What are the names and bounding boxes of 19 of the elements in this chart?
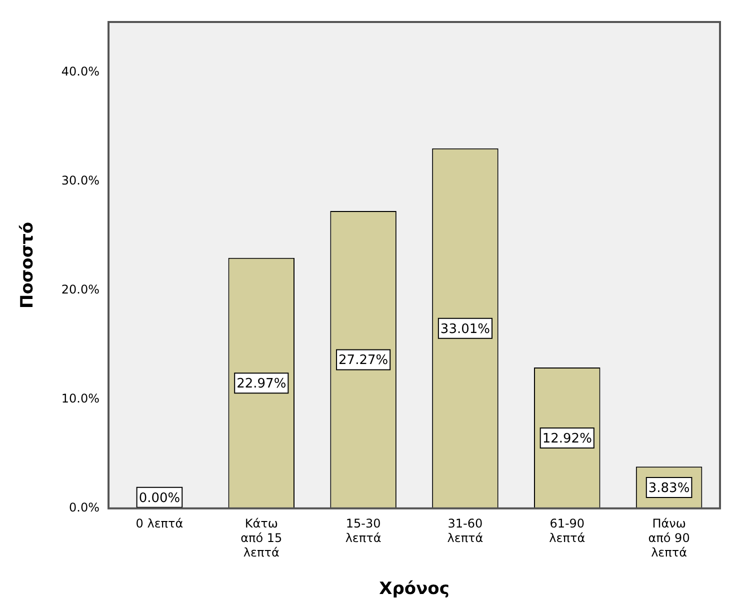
y-axis-title: Ποσοστό [18,222,38,308]
y-tick-label: 40.0% [61,64,100,78]
data-label: 3.83% [648,480,690,496]
data-label: 22.97% [236,376,286,392]
data-label: 27.27% [338,353,388,368]
y-tick-label: 20.0% [61,282,100,296]
data-label: 33.01% [440,322,490,337]
data-label: 0.00% [138,490,180,506]
x-tick-label: Κάτω από 15 λεπτά [240,516,282,560]
x-tick-label: 15-30 λεπτά [345,516,382,546]
x-tick-label: 0 λεπτά [136,516,184,531]
x-tick-label: 31-60 λεπτά [447,516,484,546]
y-tick-label: 0.0% [69,500,100,515]
x-axis-title: Χρόνος [379,579,450,600]
data-label: 12.92% [542,431,592,446]
y-tick-label: 30.0% [61,173,100,188]
x-tick-label: 61-90 λεπτά [549,516,586,546]
y-tick-label: 10.0% [61,391,100,406]
x-tick-label: Πάνω από 90 λεπτά [648,516,690,560]
